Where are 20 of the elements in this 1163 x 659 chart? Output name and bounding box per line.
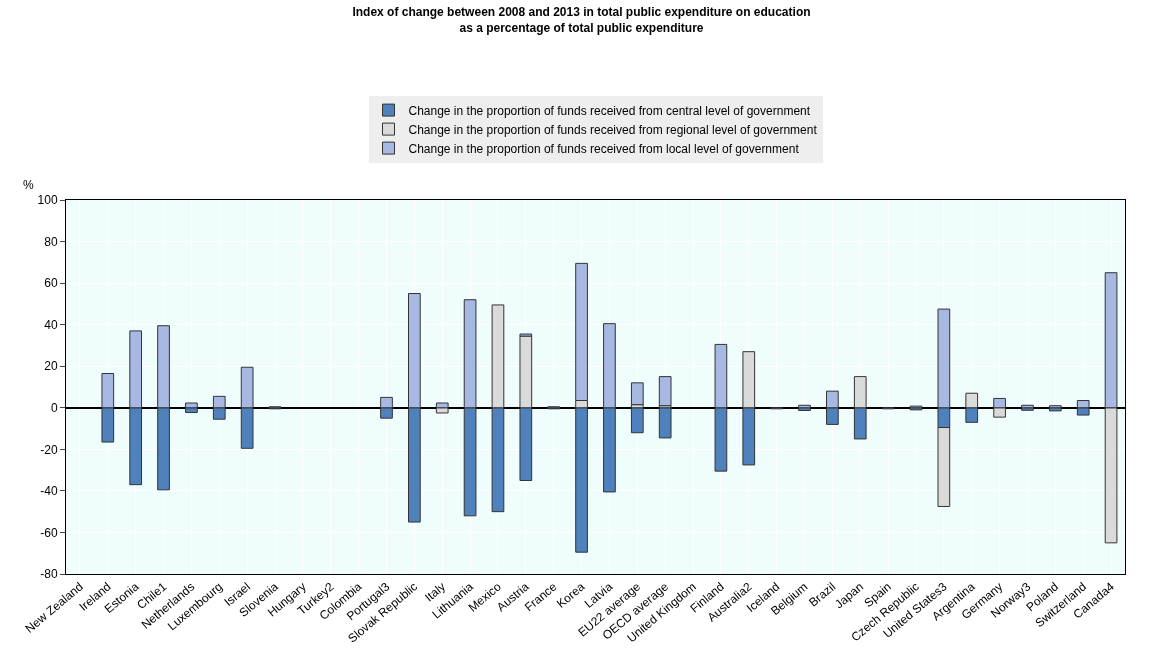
y-tick-label: 60 bbox=[44, 276, 58, 291]
legend-label: Change in the proportion of funds received from local level of government bbox=[408, 141, 800, 156]
y-tick-label: 0 bbox=[50, 400, 58, 415]
bar bbox=[658, 407, 672, 439]
bar bbox=[630, 407, 644, 434]
chart-title: Index of change between 2008 and 2013 in total public expenditure on education as a percentage of total public expenditure bbox=[352, 5, 811, 36]
y-tick-label: -40 bbox=[40, 484, 58, 499]
y-tick-label: 40 bbox=[44, 317, 58, 332]
y-axis-title: % bbox=[23, 178, 34, 192]
bar bbox=[658, 376, 672, 407]
y-tick-label: 20 bbox=[44, 359, 58, 374]
y-tick-label: -80 bbox=[40, 567, 58, 582]
y-tick-label: -20 bbox=[40, 442, 58, 457]
legend-label: Change in the proportion of funds received from central level of government bbox=[408, 103, 811, 118]
bar bbox=[630, 382, 644, 406]
y-tick-label: 80 bbox=[44, 234, 58, 249]
y-tick-label: 100 bbox=[37, 193, 58, 208]
legend-label: Change in the proportion of funds received from regional level of government bbox=[408, 122, 818, 137]
y-tick-label: -60 bbox=[40, 525, 58, 540]
bar bbox=[185, 402, 198, 409]
